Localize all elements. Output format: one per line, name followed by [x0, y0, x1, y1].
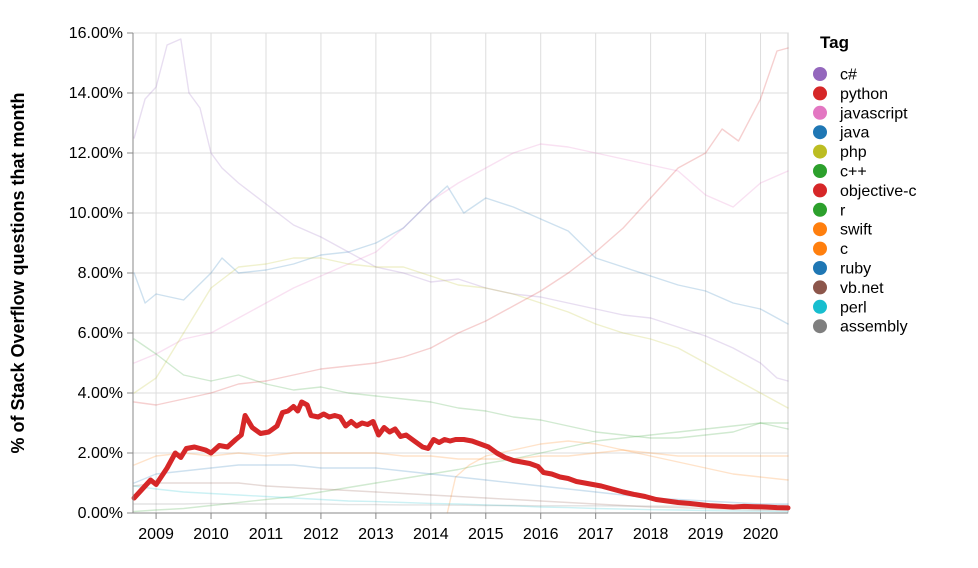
x-tick-label: 2019 — [688, 526, 724, 543]
y-tick-label: 10.00% — [69, 205, 123, 222]
series-line-c — [133, 449, 789, 466]
x-tick-label: 2009 — [138, 526, 174, 543]
series-line-vb-net — [133, 482, 789, 511]
legend-swatch — [813, 86, 827, 101]
y-tick-label: 16.00% — [69, 25, 123, 42]
y-tick-label: 2.00% — [78, 445, 123, 462]
legend-swatch — [813, 261, 827, 275]
x-tick-label: 2020 — [743, 526, 779, 543]
series-line-perl — [133, 485, 789, 513]
legend-swatch — [813, 105, 827, 120]
x-tick-label: 2011 — [249, 526, 284, 543]
series-line-c- — [133, 38, 789, 382]
legend-label: perl — [840, 299, 867, 316]
legend-swatch — [813, 299, 827, 314]
x-tick-label: 2016 — [523, 526, 559, 543]
legend-swatch — [813, 67, 827, 81]
legend-swatch — [813, 183, 827, 198]
legend-label: assembly — [840, 319, 908, 336]
legend-label: ruby — [840, 261, 871, 278]
x-tick-label: 2014 — [413, 526, 449, 543]
series-line-r — [133, 422, 789, 513]
series-line-swift — [446, 440, 789, 514]
legend-label: c — [840, 241, 848, 258]
series-line-c- — [133, 338, 789, 439]
series-lines — [131, 38, 791, 514]
legend-label: c++ — [840, 164, 867, 181]
legend: Tag c# python javascript java php c++ objectiv… — [813, 33, 916, 336]
legend-label: swift — [840, 222, 873, 239]
x-tick-label: 2015 — [468, 526, 504, 543]
legend-label: r — [840, 202, 846, 219]
y-tick-label: 14.00% — [69, 85, 123, 102]
legend-label: python — [840, 86, 888, 103]
y-axis-title: % of Stack Overflow questions that month — [8, 92, 28, 453]
legend-swatch — [813, 164, 827, 178]
x-tick-label: 2010 — [193, 526, 229, 543]
series-line-ruby — [133, 464, 789, 505]
legend-label: php — [840, 144, 867, 161]
legend-label: java — [839, 125, 869, 142]
y-tick-label: 12.00% — [69, 145, 123, 162]
grid — [132, 32, 789, 514]
legend-swatch — [813, 280, 827, 295]
series-line-javascript — [133, 143, 789, 364]
series-line-java — [133, 185, 789, 325]
x-tick-label: 2013 — [358, 526, 394, 543]
series-line-python — [133, 47, 789, 406]
legend-label: c# — [840, 67, 857, 84]
series-line-objective-c — [131, 399, 791, 511]
series-line-php — [133, 257, 789, 409]
legend-label: objective-c — [840, 183, 916, 200]
legend-label: vb.net — [840, 280, 884, 297]
legend-swatch — [813, 202, 827, 217]
legend-swatch — [813, 222, 827, 237]
x-tick-label: 2018 — [633, 526, 669, 543]
y-tick-label: 8.00% — [78, 265, 123, 282]
x-tick-label: 2012 — [303, 526, 339, 543]
legend-label: javascript — [839, 105, 908, 122]
y-tick-label: 6.00% — [78, 325, 123, 342]
series-line-assembly — [133, 502, 789, 507]
legend-title: Tag — [820, 33, 849, 52]
y-tick-label: 4.00% — [78, 385, 123, 402]
legend-swatch — [813, 319, 827, 334]
legend-swatch — [813, 144, 827, 159]
y-tick-label: 0.00% — [78, 505, 123, 522]
axes: 0.00% 2.00% 4.00% 6.00% 8.00% 10.00% 12.00% 14.… — [69, 25, 788, 543]
legend-swatch — [813, 125, 827, 140]
x-tick-label: 2017 — [578, 526, 614, 543]
legend-swatch — [813, 241, 827, 256]
